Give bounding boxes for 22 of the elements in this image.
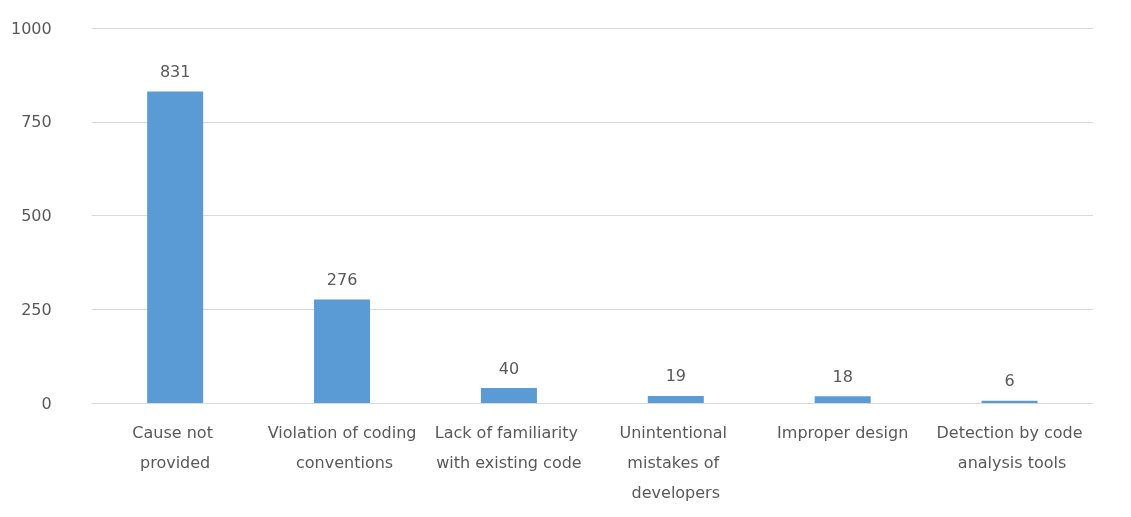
bar [480, 388, 537, 403]
x-tick-label: Detection by code analysis tools [936, 422, 1083, 472]
y-tick-label: 500 [21, 206, 52, 225]
y-tick-label: 1000 [11, 18, 52, 38]
data-label: 831 [159, 61, 191, 81]
y-tick-label: 750 [21, 112, 52, 132]
x-tick-label: Cause not provided [132, 422, 218, 472]
data-label: 19 [665, 366, 686, 386]
x-tick-label: Unintentional mistakes of developers [619, 422, 733, 502]
data-label: 40 [498, 358, 520, 378]
x-tick-label: Violation of coding conventions [267, 422, 417, 472]
x-tick-label: Lack of familiarity with existing code [434, 422, 584, 472]
y-tick-label: 0 [41, 393, 52, 413]
data-label: 18 [832, 366, 853, 386]
bar [147, 91, 204, 403]
data-label: 6 [1004, 371, 1015, 391]
bar [814, 396, 871, 403]
x-tick-label: Improper design [777, 422, 909, 442]
bar [314, 299, 371, 403]
data-label: 276 [326, 270, 358, 289]
y-tick-label: 250 [21, 299, 52, 319]
bar [647, 395, 704, 403]
